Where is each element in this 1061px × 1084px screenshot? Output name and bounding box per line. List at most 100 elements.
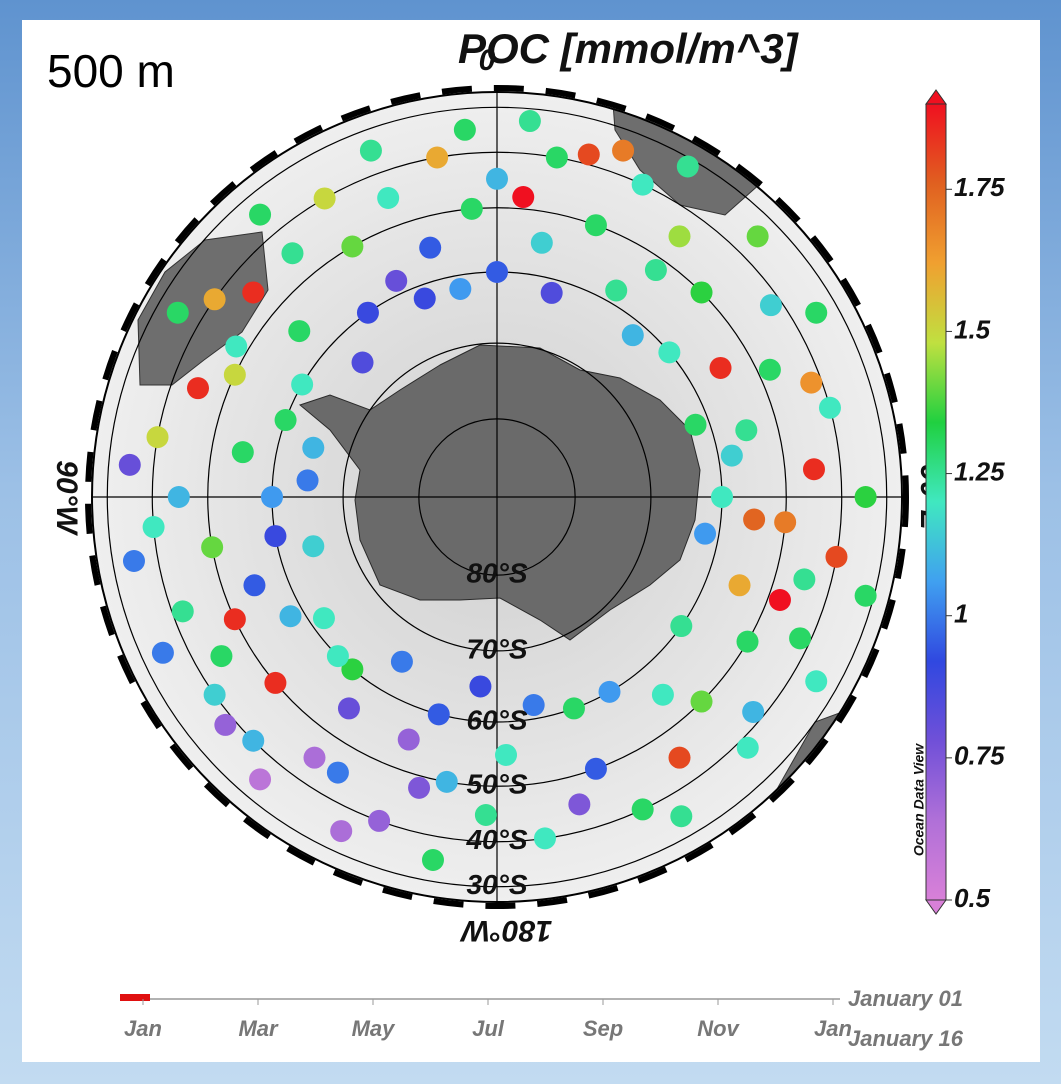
colorbar-tick-label: 1.75 [954, 172, 1005, 202]
chart-title: POC [mmol/m^3] [458, 25, 800, 72]
station [261, 486, 283, 508]
station [436, 771, 458, 793]
station [585, 214, 607, 236]
station [735, 419, 757, 441]
station [578, 143, 600, 165]
station [428, 703, 450, 725]
latitude-label: 60°S [466, 704, 527, 735]
station [769, 589, 791, 611]
station [243, 574, 265, 596]
latitude-label: 80°S [466, 558, 527, 589]
station [357, 302, 379, 324]
station [825, 546, 847, 568]
station [855, 585, 877, 607]
station [167, 302, 189, 324]
latitude-label: 70°S [466, 633, 527, 664]
station [737, 737, 759, 759]
station [302, 437, 324, 459]
station [519, 110, 541, 132]
station [819, 397, 841, 419]
station [546, 147, 568, 169]
station [419, 237, 441, 259]
station [789, 627, 811, 649]
station [805, 302, 827, 324]
station [143, 516, 165, 538]
station [224, 608, 246, 630]
station [793, 568, 815, 590]
station [743, 508, 765, 530]
station [475, 804, 497, 826]
timeline-range [120, 994, 150, 1001]
timeline-month: Mar [238, 1016, 279, 1041]
station [563, 697, 585, 719]
map-figure: 500 m POC [mmol/m^3] 80°S 70°S 60°S 50°S 40°… [0, 0, 1061, 1084]
station [742, 701, 764, 723]
station [711, 486, 733, 508]
station [391, 651, 413, 673]
longitude-label: 90°W [50, 460, 83, 536]
station [232, 441, 254, 463]
station [669, 225, 691, 247]
longitude-label: 0 [479, 44, 496, 77]
station [264, 525, 286, 547]
station [123, 550, 145, 572]
station [568, 793, 590, 815]
station [314, 187, 336, 209]
station [147, 426, 169, 448]
colorbar-tick-label: 1.5 [954, 314, 991, 344]
station [225, 335, 247, 357]
timeline-end: January 16 [848, 1026, 964, 1051]
station [201, 536, 223, 558]
station [645, 259, 667, 281]
colorbar-scale [926, 104, 946, 900]
ocean-data-view: Ocean Data View [911, 743, 927, 856]
station [279, 605, 301, 627]
colorbar-max-arrow [926, 90, 946, 104]
station [691, 281, 713, 303]
timeline-month: Jan [814, 1016, 852, 1041]
station [408, 777, 430, 799]
station [534, 827, 556, 849]
station [670, 615, 692, 637]
station [242, 730, 264, 752]
station [461, 198, 483, 220]
station [774, 511, 796, 533]
station [302, 535, 324, 557]
colorbar-tick-label: 1 [954, 599, 968, 629]
station [585, 758, 607, 780]
station [152, 642, 174, 664]
colorbar-tick-label: 0.75 [954, 741, 1005, 771]
station [721, 445, 743, 467]
station [677, 156, 699, 178]
latitude-label: 50°S [466, 769, 527, 800]
station [669, 747, 691, 769]
station [531, 232, 553, 254]
station [210, 645, 232, 667]
station [385, 270, 407, 292]
depth-label: 500 m [47, 45, 175, 97]
station [747, 225, 769, 247]
station [805, 670, 827, 692]
station [605, 279, 627, 301]
station [242, 281, 264, 303]
latitude-label: 30°S [466, 869, 527, 900]
station [303, 747, 325, 769]
station [368, 810, 390, 832]
station [327, 645, 349, 667]
station [327, 762, 349, 784]
colorbar-tick-label: 1.25 [954, 456, 1005, 486]
latitude-label: 40°S [465, 824, 527, 855]
station [759, 359, 781, 381]
station [449, 278, 471, 300]
station [486, 168, 508, 190]
station [803, 458, 825, 480]
timeline-month: May [352, 1016, 397, 1041]
station [249, 204, 271, 226]
station [710, 357, 732, 379]
station [330, 820, 352, 842]
station [670, 805, 692, 827]
station [512, 186, 534, 208]
station [632, 174, 654, 196]
